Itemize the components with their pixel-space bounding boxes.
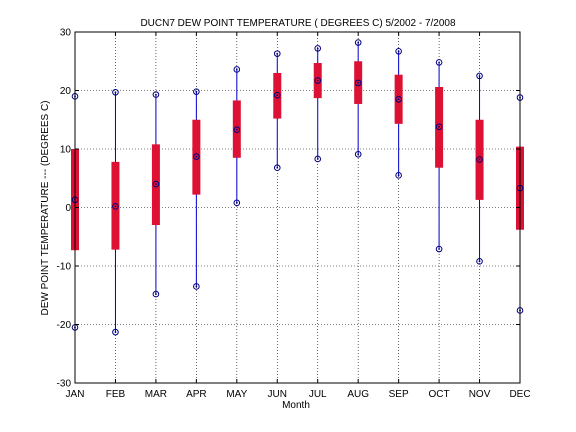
min-marker-dot-aug — [357, 153, 360, 156]
median-marker-sep — [395, 95, 402, 103]
max-marker-dot-aug — [357, 41, 360, 44]
max-marker-dot-mar — [155, 93, 157, 96]
y-tick-label: -10 — [57, 262, 72, 273]
median-marker-feb — [112, 203, 119, 210]
min-marker-dot-jul — [316, 158, 319, 160]
max-marker-feb — [112, 88, 119, 96]
median-marker-may — [233, 126, 241, 133]
y-tick-label: 30 — [60, 28, 72, 39]
x-axis-label: Month — [282, 400, 310, 411]
median-marker-jun — [273, 91, 281, 99]
max-marker-jul — [314, 45, 322, 52]
y-tick-label: -20 — [57, 320, 72, 331]
median-marker-dot-jun — [276, 94, 279, 97]
x-tick-label-may: MAY — [226, 389, 247, 400]
y-tick-label: 20 — [60, 86, 72, 97]
median-marker-aug — [354, 79, 362, 87]
max-marker-dot-jul — [316, 47, 319, 50]
max-marker-apr — [193, 88, 200, 95]
x-tick-label-apr: APR — [186, 389, 207, 400]
max-marker-sep — [395, 48, 402, 55]
median-marker-dot-mar — [155, 183, 157, 186]
x-tick-label-jun: JUN — [268, 389, 287, 400]
max-marker-oct — [435, 59, 443, 66]
y-axis-label: DEW POINT TEMPERATURE --- (DEGREES C) — [40, 100, 51, 315]
min-marker-nov — [476, 258, 483, 265]
max-marker-dot-feb — [114, 91, 117, 94]
x-tick-label-feb: FEB — [106, 389, 126, 400]
min-marker-jun — [273, 164, 281, 172]
median-marker-dot-apr — [195, 155, 198, 158]
median-marker-nov — [476, 156, 483, 163]
median-marker-dot-feb — [114, 205, 117, 208]
y-tick-label: 0 — [65, 203, 71, 214]
min-marker-feb — [112, 328, 119, 336]
x-tick-label-dec: DEC — [509, 389, 530, 400]
median-marker-dot-may — [235, 128, 238, 131]
min-marker-dot-oct — [438, 248, 440, 250]
max-marker-jun — [273, 50, 281, 57]
min-marker-apr — [193, 283, 200, 290]
max-marker-may — [233, 66, 241, 73]
x-tick-label-nov: NOV — [469, 389, 491, 400]
min-marker-dot-apr — [195, 285, 198, 288]
min-marker-jul — [314, 155, 322, 163]
x-tick-label-sep: SEP — [389, 389, 409, 400]
max-marker-dot-jun — [276, 52, 279, 55]
median-marker-dot-oct — [438, 125, 440, 128]
median-marker-apr — [193, 153, 200, 160]
max-marker-nov — [476, 72, 483, 80]
x-tick-label-mar: MAR — [145, 389, 167, 400]
min-marker-sep — [395, 172, 402, 179]
min-marker-may — [233, 199, 241, 207]
max-marker-aug — [354, 39, 362, 46]
min-marker-dot-nov — [478, 260, 481, 263]
min-marker-oct — [435, 245, 443, 253]
median-marker-dot-aug — [357, 81, 360, 84]
max-marker-dot-nov — [478, 74, 481, 77]
x-tick-label-aug: AUG — [347, 389, 369, 400]
min-marker-mar — [152, 290, 160, 298]
chart-title: DUCN7 DEW POINT TEMPERATURE ( DEGREES C)… — [140, 18, 456, 29]
min-marker-dot-mar — [155, 293, 157, 295]
min-marker-aug — [354, 150, 362, 158]
min-marker-dot-may — [235, 201, 238, 204]
max-marker-dot-may — [235, 68, 238, 71]
max-marker-dot-apr — [195, 90, 198, 93]
box-plot-marks — [71, 39, 524, 336]
max-marker-dot-sep — [397, 50, 400, 53]
median-marker-dot-jul — [316, 79, 319, 82]
x-tick-label-oct: OCT — [429, 389, 450, 400]
median-marker-dot-nov — [478, 158, 481, 161]
x-tick-label-jan: JAN — [66, 389, 85, 400]
min-marker-dot-feb — [114, 331, 117, 334]
median-marker-dot-sep — [397, 98, 400, 101]
x-tick-label-jul: JUL — [309, 389, 327, 400]
axes: -30 -20 -10 0 10 20 30 JAN FEB MAR APR MAY JUN JUL AUG… — [57, 28, 531, 401]
median-marker-oct — [435, 123, 443, 131]
median-marker-jul — [314, 77, 322, 84]
median-marker-mar — [152, 180, 160, 188]
min-marker-dot-sep — [397, 174, 400, 177]
max-marker-mar — [152, 91, 160, 98]
y-tick-label: -30 — [57, 379, 72, 390]
y-tick-label: 10 — [60, 145, 72, 156]
grid-lines — [75, 32, 520, 383]
min-marker-dot-jun — [276, 166, 279, 169]
max-marker-dot-oct — [438, 61, 440, 64]
